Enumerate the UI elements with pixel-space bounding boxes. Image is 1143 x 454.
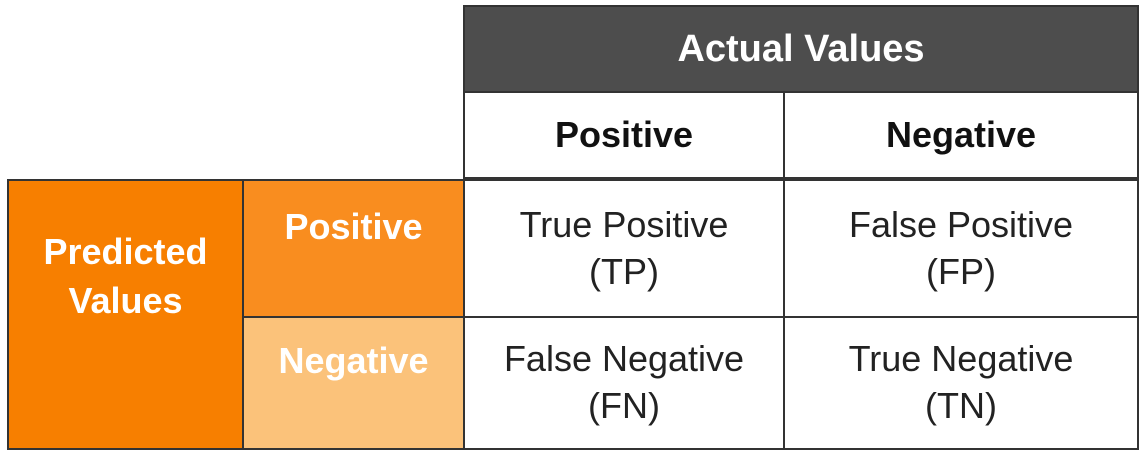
actual-positive-column-header: Positive xyxy=(463,93,785,179)
true-negative-abbr: (TN) xyxy=(925,385,997,426)
false-positive-abbr: (FP) xyxy=(926,250,996,292)
true-negative-label: True Negative xyxy=(848,338,1074,380)
false-positive-label: False Positive xyxy=(848,203,1074,245)
predicted-values-label-line1: Predicted xyxy=(43,230,208,272)
predicted-values-label-line2: Values xyxy=(68,279,183,321)
predicted-values-header: Predicted Values xyxy=(7,179,244,450)
false-negative-abbr: (FN) xyxy=(588,385,660,426)
true-negative-cell: True Negative (TN) xyxy=(783,316,1139,450)
predicted-positive-row-header: Positive xyxy=(242,179,465,318)
false-negative-cell: False Negative (FN) xyxy=(463,316,785,450)
actual-negative-column-header: Negative xyxy=(783,93,1139,179)
false-negative-label: False Negative xyxy=(503,338,745,380)
actual-values-header: Actual Values xyxy=(463,5,1139,93)
false-positive-cell: False Positive (FP) xyxy=(783,179,1139,318)
true-positive-label: True Positive xyxy=(519,203,729,245)
true-positive-abbr: (TP) xyxy=(589,250,659,292)
true-positive-cell: True Positive (TP) xyxy=(463,179,785,318)
predicted-negative-row-header: Negative xyxy=(242,316,465,450)
